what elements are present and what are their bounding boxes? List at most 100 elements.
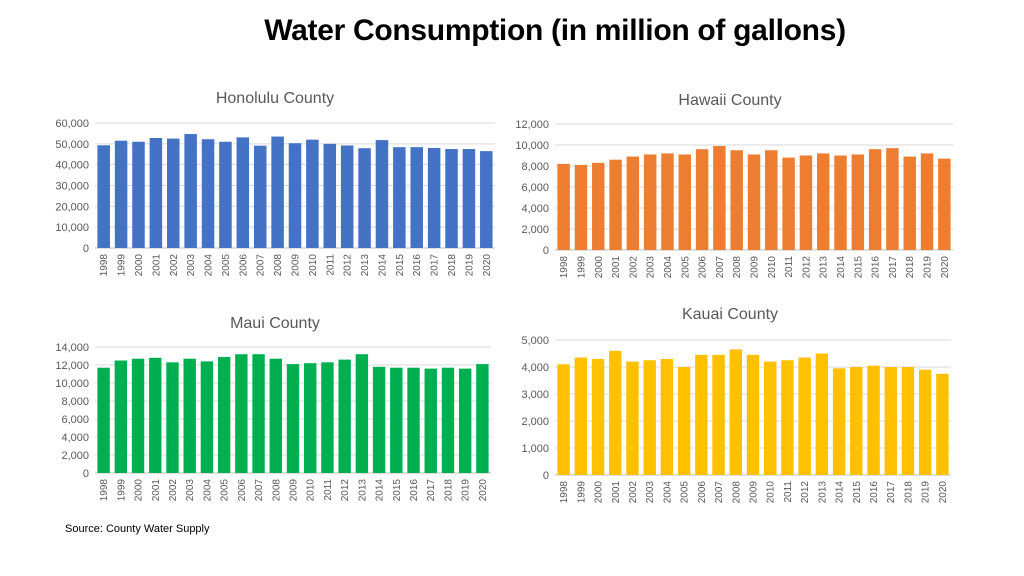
x-tick-label: 2001 [151, 479, 162, 502]
bar-2001 [149, 357, 162, 473]
x-tick-label: 2007 [254, 479, 265, 502]
y-tick-label: 4,000 [61, 432, 89, 444]
bar-2007 [252, 354, 265, 473]
bar-2013 [816, 153, 830, 250]
x-tick-label: 2010 [306, 479, 317, 502]
source-note: Source: County Water Supply [65, 523, 210, 535]
y-tick-label: 5,000 [521, 335, 549, 347]
y-tick-label: 6,000 [521, 182, 549, 194]
bar-2003 [643, 154, 657, 250]
bar-2007 [712, 354, 725, 475]
bar-2003 [183, 358, 196, 473]
bar-2000 [131, 358, 145, 473]
x-tick-label: 2008 [732, 256, 743, 279]
chart-title: Maui County [230, 315, 320, 332]
x-tick-label: 1999 [576, 481, 587, 504]
x-tick-label: 1998 [99, 479, 110, 502]
x-tick-label: 2019 [923, 256, 934, 279]
bar-2009 [746, 354, 760, 475]
x-tick-label: 2012 [801, 256, 812, 279]
bar-2000 [591, 358, 605, 475]
bar-2012 [338, 359, 351, 473]
x-tick-label: 2017 [426, 479, 437, 502]
chart-title: Honolulu County [216, 90, 334, 107]
x-tick-label: 2008 [271, 479, 282, 502]
x-tick-label: 2000 [134, 479, 145, 502]
bar-2015 [393, 147, 406, 248]
bar-2006 [695, 149, 709, 250]
x-tick-label: 2007 [715, 256, 726, 279]
x-tick-label: 2002 [628, 256, 639, 279]
bar-2013 [355, 354, 369, 473]
y-tick-label: 0 [83, 468, 89, 480]
bar-2004 [200, 361, 214, 473]
bar-2016 [410, 147, 423, 248]
bar-2012 [340, 145, 354, 248]
bar-2004 [661, 153, 674, 250]
bar-2000 [592, 162, 605, 250]
x-tick-label: 2011 [325, 254, 336, 276]
x-tick-label: 2005 [680, 256, 691, 279]
x-tick-label: 2011 [784, 256, 795, 278]
x-tick-label: 2016 [871, 256, 882, 279]
x-tick-label: 2010 [767, 256, 778, 279]
x-tick-label: 2004 [204, 254, 215, 277]
bar-2014 [375, 140, 389, 248]
bar-2000 [132, 141, 145, 248]
y-tick-label: 2,000 [61, 450, 89, 462]
bar-2015 [850, 367, 863, 475]
x-tick-label: 2002 [168, 479, 179, 502]
chart-maui-county: Maui County 0 2,000 4,000 6,000 8,000 10,000 12… [45, 305, 505, 510]
bar-1999 [114, 360, 128, 473]
bar-2015 [390, 367, 403, 473]
bar-2004 [660, 358, 674, 475]
x-tick-label: 2020 [940, 256, 951, 279]
chart-honolulu-svg: Honolulu County 0 10,000 20,000 30,000 40,000… [55, 90, 495, 277]
y-tick-label: 40,000 [55, 160, 89, 172]
bar-2016 [868, 149, 882, 250]
bar-2003 [643, 360, 656, 475]
bar-1998 [97, 145, 110, 248]
bar-2010 [304, 363, 317, 473]
bar-2018 [901, 367, 915, 475]
chart-maui-svg: Maui County 0 2,000 4,000 6,000 8,000 10,000 12… [55, 315, 491, 502]
bar-2002 [626, 361, 639, 475]
bar-2018 [903, 156, 916, 250]
bar-2005 [678, 154, 692, 250]
y-tick-label: 6,000 [61, 414, 89, 426]
y-tick-label: 8,000 [61, 396, 89, 408]
bar-2006 [236, 137, 250, 248]
x-tick-label: 2018 [903, 481, 914, 504]
y-tick-label: 10,000 [515, 140, 549, 152]
x-tick-label: 1998 [99, 254, 110, 277]
x-tick-label: 2013 [360, 254, 371, 277]
bar-2005 [677, 367, 691, 475]
x-tick-label: 2007 [256, 254, 267, 277]
bar-2020 [480, 151, 493, 248]
page-title: Water Consumption (in million of gallons… [264, 14, 846, 47]
x-tick-label: 2000 [594, 256, 605, 279]
bar-2020 [938, 158, 951, 250]
bar-2008 [730, 150, 743, 250]
x-tick-label: 2015 [395, 254, 406, 277]
bar-2005 [217, 356, 231, 473]
bar-2002 [626, 156, 640, 250]
x-tick-label: 2015 [853, 256, 864, 279]
x-tick-label: 2019 [921, 481, 932, 504]
chart-kauai-svg: Kauai County 0 1,000 2,000 3,000 4,000 5,000 19… [521, 306, 951, 504]
bar-2010 [765, 150, 778, 250]
y-tick-label: 20,000 [55, 201, 89, 213]
chart-hawaii-svg: Hawaii County 0 2,000 4,000 6,000 8,000 10,000… [515, 92, 953, 279]
x-tick-label: 2001 [151, 254, 162, 277]
bar-2019 [918, 369, 932, 475]
bar-2007 [253, 145, 267, 248]
x-tick-label: 2020 [478, 479, 489, 502]
y-tick-label: 30,000 [55, 181, 89, 193]
bar-2010 [764, 361, 777, 475]
x-tick-label: 2007 [714, 481, 725, 504]
x-tick-label: 2019 [464, 254, 475, 277]
x-tick-label: 2001 [611, 481, 622, 504]
x-tick-label: 2015 [392, 479, 403, 502]
bar-2004 [201, 139, 215, 248]
x-tick-label: 2016 [412, 254, 423, 277]
